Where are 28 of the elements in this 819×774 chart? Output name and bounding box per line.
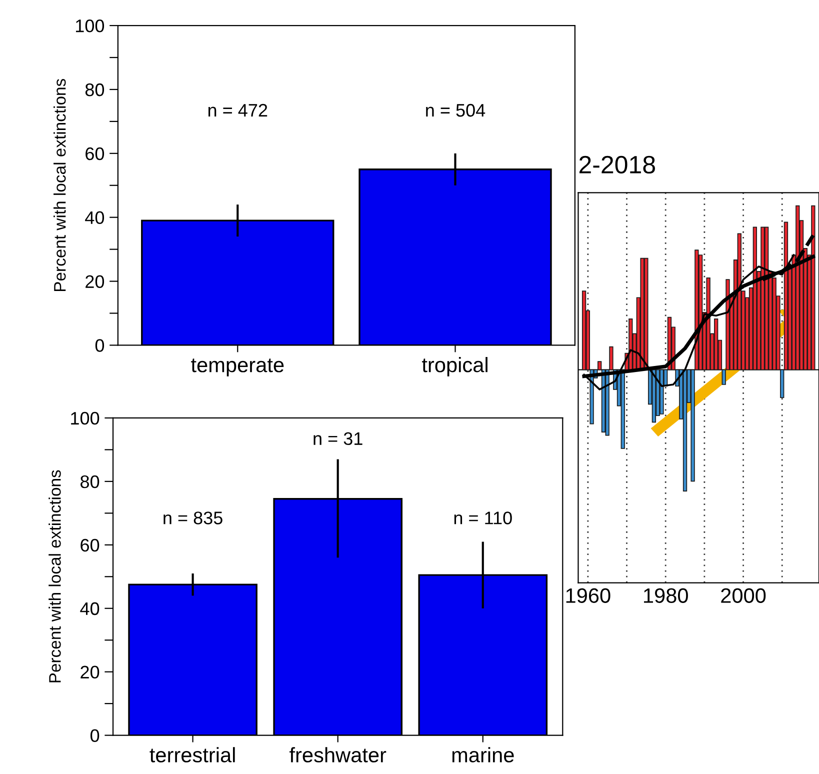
annotation: n = 110 (454, 512, 512, 524)
x-tick-label: terrestrial (150, 747, 235, 762)
x-tick-label: marine (452, 747, 514, 762)
y-tick-label: 100 (76, 19, 104, 32)
y-tick-label: 40 (85, 211, 104, 224)
annotation: n = 472 (208, 104, 268, 117)
y-tick-label: 0 (95, 339, 104, 352)
annotation: n = 504 (426, 104, 486, 117)
y-tick-label: 80 (85, 83, 104, 96)
y-tick-label: 0 (90, 729, 100, 742)
y-tick-label: 80 (80, 475, 100, 488)
x-tick-label: freshwater (290, 747, 386, 762)
y-axis-title: Percent with local extinctions (48, 470, 61, 682)
x-tick-label: 2000 (721, 588, 766, 603)
annotation: n = 835 (164, 512, 222, 524)
chart-title: 2-2018 (579, 156, 655, 174)
y-tick-label: 60 (86, 147, 104, 160)
x-tick-label: tropical (422, 357, 488, 376)
y-tick-label: 60 (80, 538, 100, 552)
x-tick-label: temperate (191, 358, 284, 376)
y-tick-label: 100 (71, 412, 100, 425)
annotation: n = 31 (314, 432, 362, 446)
y-tick-label: 20 (80, 666, 100, 679)
y-axis-title: Percent with local extinctions (54, 78, 66, 291)
y-tick-label: 40 (80, 602, 100, 616)
x-tick-label: 1980 (644, 588, 688, 603)
y-tick-label: 20 (86, 275, 104, 288)
x-tick-label: 1960 (566, 588, 610, 603)
